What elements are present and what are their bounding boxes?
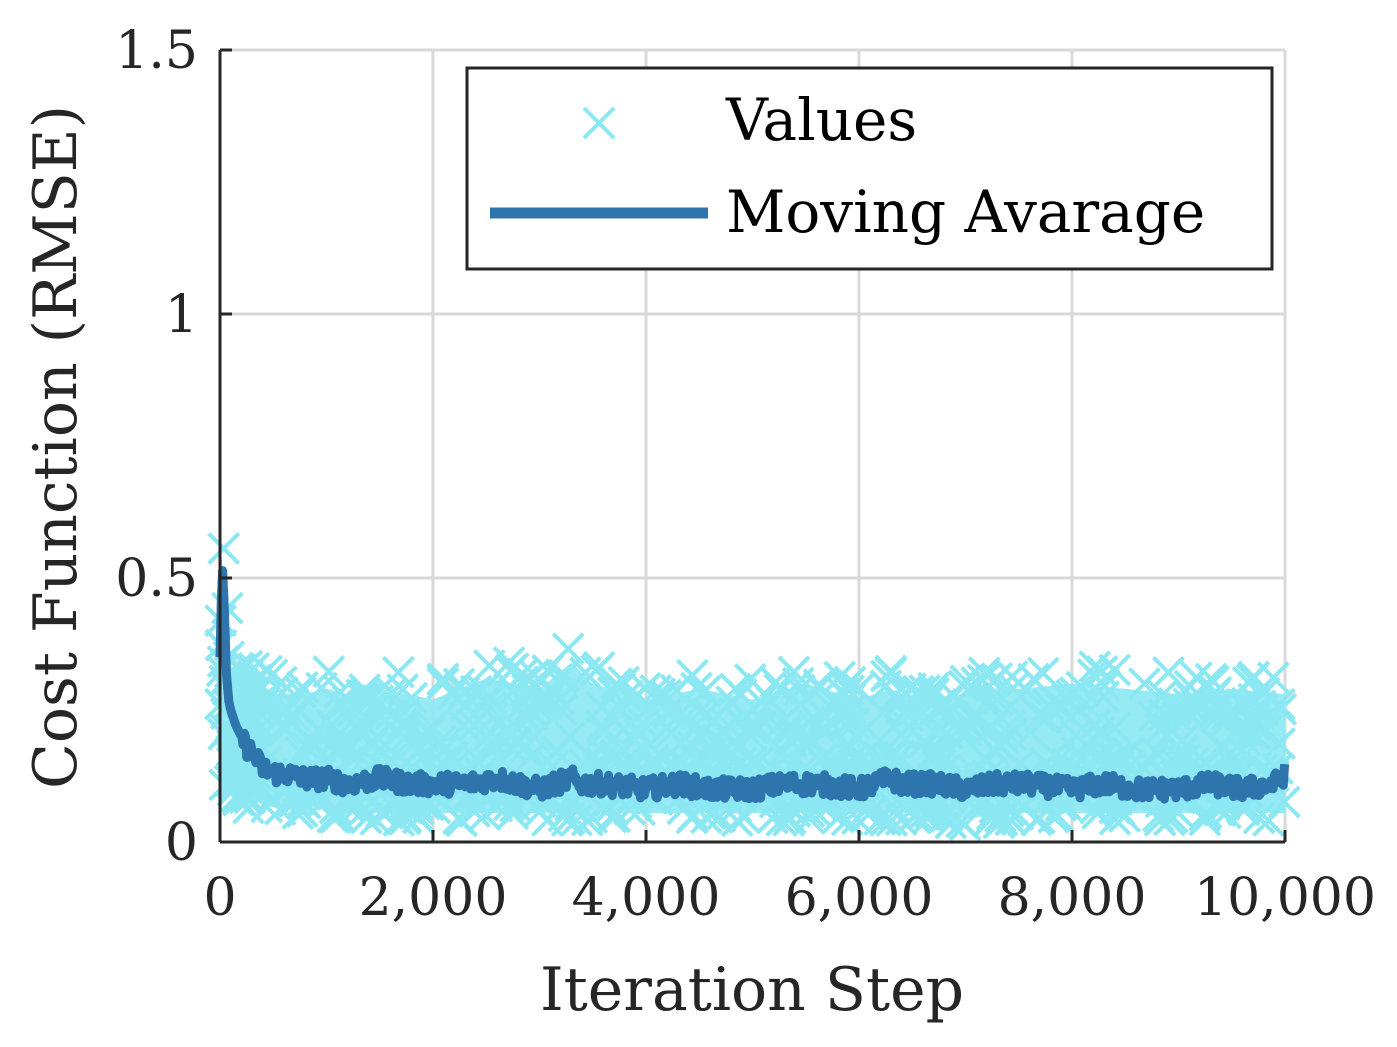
- x-tick-label: 2,000: [359, 868, 508, 928]
- y-tick-label: 1.5: [115, 21, 198, 81]
- value-marker: [675, 658, 709, 692]
- legend-box: [465, 66, 1274, 271]
- y-tick-label: 1: [165, 285, 198, 345]
- value-marker: [833, 665, 867, 699]
- moving-average-line: [215, 566, 1290, 804]
- x-tick-label: 10,000: [1194, 868, 1376, 928]
- value-marker: [966, 663, 1000, 697]
- value-marker: [494, 654, 528, 687]
- legend-values-label: Values: [725, 86, 917, 154]
- y-tick-label: 0: [165, 813, 198, 873]
- value-marker: [733, 662, 767, 696]
- moving-average-series: [215, 566, 1290, 804]
- value-marker: [426, 662, 460, 696]
- x-tick-label: 0: [203, 868, 236, 928]
- value-marker: [1194, 662, 1228, 696]
- value-marker: [207, 531, 241, 565]
- y-tick-label: 0.5: [115, 549, 198, 609]
- x-tick-label: 6,000: [785, 868, 934, 928]
- value-marker: [255, 658, 289, 692]
- value-marker: [381, 655, 415, 689]
- legend-values-marker: [582, 106, 616, 140]
- axes: [218, 48, 1287, 844]
- x-axis-title: Iteration Step: [540, 955, 964, 1025]
- legend-moving-average-label: Moving Avarage: [726, 178, 1205, 246]
- value-marker: [777, 655, 811, 689]
- tick-labels: 0 2,000 4,000 6,000 8,000 10,000 0 0.5 1 1.5: [115, 21, 1376, 928]
- x-tick-label: 4,000: [572, 868, 721, 928]
- y-axis-title: Cost Function (RMSE): [21, 105, 91, 789]
- value-marker: [312, 655, 346, 689]
- values-dense-band: [220, 535, 1285, 819]
- x-tick-label: 8,000: [998, 868, 1147, 928]
- value-marker: [1085, 654, 1119, 688]
- legend: Values Moving Avarage: [465, 66, 1274, 271]
